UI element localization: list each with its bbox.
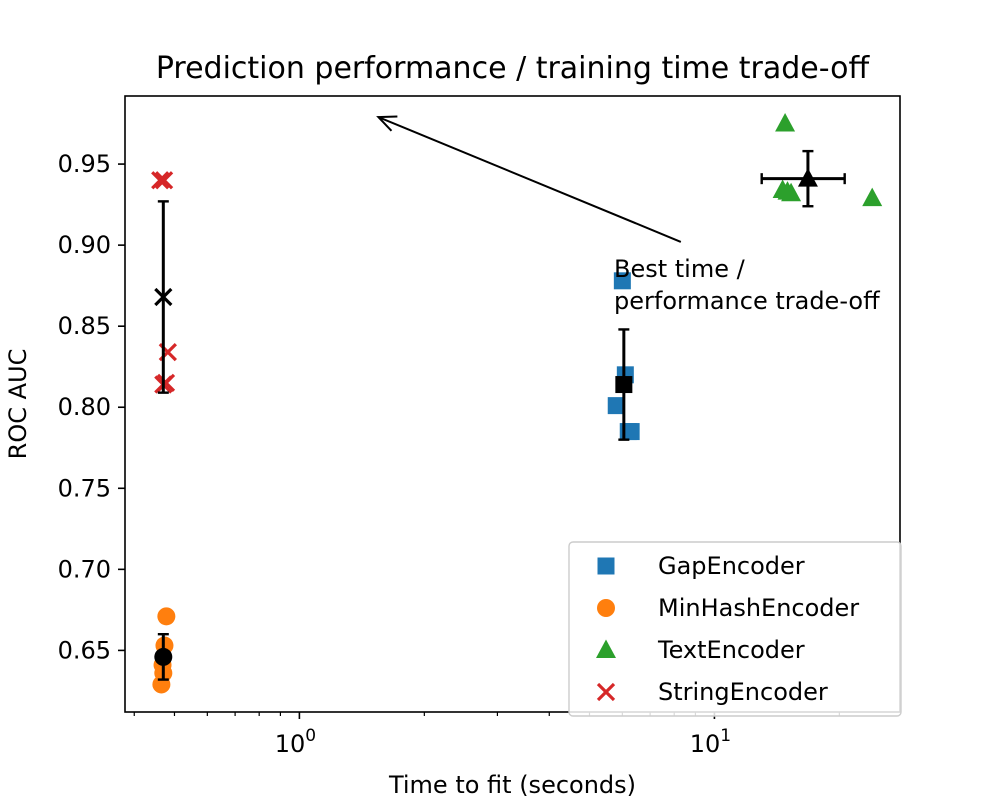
point-minhashencoder-4 [152, 675, 171, 694]
y-tick-label-6: 0.95 [58, 150, 111, 178]
x-tick-label-0: 100 [275, 726, 316, 758]
legend-marker-gapencoder [597, 557, 615, 575]
legend-label-stringencoder: StringEncoder [658, 678, 828, 706]
plot-area [151, 113, 883, 694]
y-axis-label: ROC AUC [4, 349, 32, 460]
point-stringencoder-0 [151, 171, 170, 190]
series-textencoder [772, 113, 883, 207]
legend-frame [568, 541, 902, 717]
mean-marker-stringencoder [154, 287, 173, 307]
y-axis: 0.65 0.70 0.75 0.80 0.85 0.90 0.95 [58, 150, 125, 664]
x-tick-label-1: 101 [690, 726, 731, 758]
mean-marker-gapencoder [615, 376, 633, 394]
point-minhashencoder-0 [157, 607, 176, 626]
mean-marker-textencoder [797, 168, 818, 187]
mean-gapencoder [615, 328, 633, 441]
point-gapencoder-0 [613, 272, 631, 290]
mean-textencoder [760, 149, 846, 208]
point-gapencoder-4 [622, 423, 640, 441]
mean-minhashencoder [154, 632, 173, 681]
x-axis: 100 101 [133, 712, 840, 758]
mean-stringencoder [154, 200, 173, 394]
mean-marker-minhashencoder [154, 647, 173, 666]
annotation-line-2: performance trade-off [614, 287, 880, 315]
point-gapencoder-2 [607, 397, 625, 415]
y-tick-label-0: 0.65 [58, 636, 111, 664]
legend-label-minhashencoder: MinHashEncoder [658, 594, 859, 622]
point-stringencoder-1 [154, 171, 174, 190]
legend: GapEncoder MinHashEncoder TextEncoder Strin… [568, 541, 902, 717]
legend-label-gapencoder: GapEncoder [658, 552, 805, 580]
point-textencoder-0 [775, 113, 796, 132]
y-tick-label-5: 0.90 [58, 231, 111, 259]
x-axis-label: Time to fit (seconds) [388, 771, 636, 799]
annotation: Best time / performance trade-off [376, 115, 880, 315]
legend-marker-textencoder [596, 639, 616, 658]
y-tick-label-4: 0.85 [58, 312, 111, 340]
y-tick-label-1: 0.70 [58, 555, 111, 583]
point-textencoder-4 [777, 181, 798, 200]
plot-frame [124, 95, 901, 713]
chart-title: Prediction performance / training time t… [156, 51, 871, 86]
legend-marker-minhashencoder [597, 599, 615, 617]
y-tick-label-2: 0.75 [58, 474, 111, 502]
annotation-text: Best time / performance trade-off [614, 255, 880, 315]
legend-marker-stringencoder [596, 682, 616, 702]
point-textencoder-3 [862, 187, 883, 207]
annotation-arrow-head [376, 115, 398, 132]
annotation-line-1: Best time / [614, 255, 746, 283]
y-tick-label-3: 0.80 [58, 393, 111, 421]
legend-label-textencoder: TextEncoder [657, 636, 805, 664]
annotation-arrow-line [378, 116, 682, 243]
